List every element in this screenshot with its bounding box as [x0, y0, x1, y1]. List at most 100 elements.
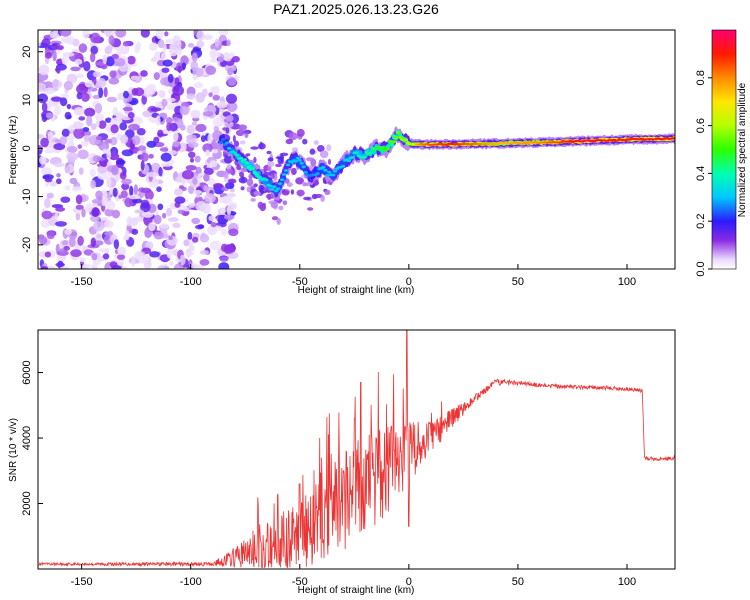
- noise-blob: [59, 266, 70, 269]
- noise-blob: [78, 167, 84, 175]
- ridge-mark: [325, 174, 330, 177]
- ridge-mark: [391, 140, 397, 144]
- noise-blob: [212, 94, 221, 101]
- noise-blob: [317, 145, 325, 152]
- noise-blob: [195, 201, 207, 212]
- noise-blob: [100, 189, 108, 199]
- noise-blob: [190, 109, 201, 119]
- noise-blob: [66, 135, 74, 142]
- noise-blob: [191, 217, 201, 225]
- noise-blob: [46, 231, 55, 240]
- spectrogram-x-label: Height of straight line (km): [298, 285, 415, 296]
- noise-blob: [123, 90, 129, 99]
- noise-blob: [303, 182, 311, 187]
- noise-blob: [224, 214, 235, 220]
- colorbar-frame: [711, 29, 737, 270]
- noise-blob: [148, 42, 158, 51]
- noise-blob: [59, 248, 65, 253]
- noise-blob: [166, 207, 173, 217]
- noise-blob: [95, 136, 103, 141]
- noise-blob: [76, 83, 89, 95]
- noise-blob: [46, 265, 56, 269]
- noise-blob: [72, 38, 80, 47]
- noise-blob: [224, 171, 228, 179]
- noise-blob: [83, 134, 91, 142]
- noise-blob: [161, 98, 168, 107]
- noise-blob: [199, 259, 210, 266]
- noise-blob: [313, 140, 319, 146]
- noise-blob: [76, 92, 83, 100]
- noise-blob: [122, 106, 133, 112]
- noise-blob: [168, 235, 173, 241]
- noise-blob: [98, 248, 108, 253]
- noise-blob: [53, 162, 65, 168]
- snr-frame: [37, 329, 676, 570]
- noise-blob: [44, 197, 51, 209]
- noise-blob: [196, 189, 201, 199]
- noise-blob: [208, 215, 215, 222]
- noise-blob: [61, 240, 69, 246]
- noise-blob: [119, 171, 127, 180]
- noise-blob: [211, 149, 219, 154]
- noise-blob: [236, 164, 242, 171]
- noise-blob: [131, 228, 139, 235]
- noise-blob: [109, 70, 117, 79]
- noise-blob: [167, 103, 176, 111]
- noise-blob: [168, 261, 174, 266]
- noise-blob: [153, 231, 164, 240]
- noise-blob: [196, 30, 205, 41]
- noise-blob: [38, 93, 48, 104]
- noise-blob: [160, 152, 172, 162]
- noise-blob: [161, 67, 170, 73]
- noise-blob: [202, 34, 213, 40]
- noise-blob: [185, 251, 195, 256]
- noise-blob: [153, 72, 160, 81]
- ridge-mark: [283, 169, 289, 172]
- noise-blob: [216, 101, 228, 109]
- noise-blob: [307, 207, 314, 211]
- noise-blob: [244, 133, 249, 138]
- noise-blob: [192, 177, 198, 185]
- noise-blob: [89, 168, 96, 177]
- noise-blob: [196, 40, 205, 48]
- noise-blob: [55, 262, 65, 267]
- noise-blob: [324, 189, 331, 195]
- noise-blob: [165, 97, 176, 103]
- noise-blob: [92, 155, 102, 162]
- snr-series-line: [38, 330, 675, 568]
- noise-blob: [195, 166, 202, 175]
- y-tick-label: 4000: [21, 426, 33, 450]
- spectrogram-ridge: [219, 126, 675, 201]
- noise-blob: [137, 145, 147, 151]
- noise-blob: [75, 213, 81, 221]
- noise-blob: [226, 93, 237, 104]
- noise-blob: [238, 124, 247, 131]
- noise-blob: [100, 160, 109, 168]
- noise-blob: [41, 167, 53, 176]
- noise-blob: [124, 129, 135, 139]
- noise-blob: [130, 75, 140, 81]
- ridge-mark: [276, 187, 281, 191]
- noise-blob: [108, 77, 120, 85]
- noise-blob: [277, 156, 283, 165]
- noise-blob: [61, 128, 70, 137]
- noise-blob: [102, 54, 108, 65]
- noise-blob: [208, 92, 213, 98]
- noise-blob: [195, 123, 207, 133]
- noise-blob: [146, 171, 158, 177]
- noise-blob: [133, 184, 139, 196]
- noise-blob: [98, 87, 104, 99]
- ridge-mark: [323, 168, 328, 172]
- noise-blob: [186, 93, 196, 100]
- x-tick-label: 100: [618, 276, 636, 288]
- noise-blob: [56, 45, 64, 51]
- noise-blob: [173, 263, 184, 269]
- noise-blob: [150, 107, 162, 112]
- noise-blob: [130, 116, 143, 125]
- noise-blob: [90, 52, 96, 63]
- ridge-mark: [403, 138, 408, 142]
- noise-blob: [111, 150, 117, 157]
- noise-blob: [90, 179, 96, 189]
- noise-blob: [92, 71, 101, 78]
- ridge-mark: [279, 178, 285, 182]
